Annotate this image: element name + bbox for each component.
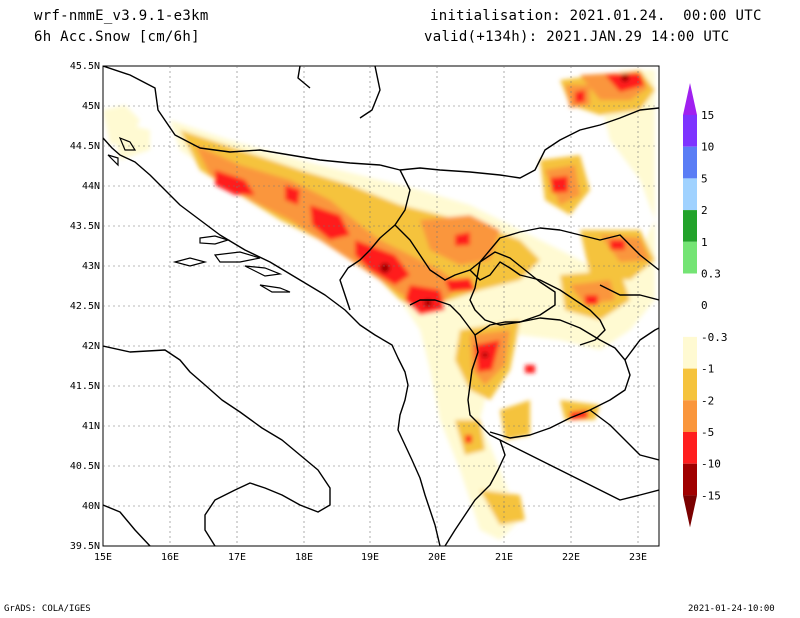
lat-label: 45N [82,101,100,112]
colorbar-swatch [683,463,697,496]
lon-label: 18E [295,552,313,563]
colorbar-label: 5 [701,172,708,185]
field-title: 6h Acc.Snow [cm/6h] [34,29,200,45]
lon-label: 20E [428,552,446,563]
colorbar-label: -5 [701,426,714,439]
colorbar-swatch [683,273,697,306]
colorbar-label: -10 [701,458,721,471]
colorbar-label: 2 [701,204,708,217]
snow-field [103,70,655,540]
lat-label: 40.5N [70,461,100,472]
lat-label: 44N [82,181,100,192]
colorbar-label: -1 [701,363,714,376]
colorbar-label: 0 [701,299,708,312]
colorbar-swatch [683,146,697,179]
valid-time: valid(+134h): 2021.JAN.29 14:00 UTC [424,29,730,45]
lon-label: 23E [629,552,647,563]
footer-left: GrADS: COLA/IGES [4,604,91,614]
graticule [103,66,659,546]
lat-label: 44.5N [70,141,100,152]
colorbar-label: -2 [701,394,714,407]
lat-axis-labels: 45.5N 45N 44.5N 44N 43.5N 43N 42.5N 42N … [70,61,100,552]
lat-label: 42.5N [70,301,100,312]
lat-label: 41.5N [70,381,100,392]
colorbar-swatch [683,178,697,211]
lon-label: 21E [495,552,513,563]
lat-label: 39.5N [70,541,100,552]
coastlines-borders [103,66,659,546]
footer-right: 2021-01-24-10:00 [688,604,775,614]
lat-label: 42N [82,341,100,352]
colorbar-bottom-arrow [683,495,697,528]
colorbar: 15 10 5 2 1 0.3 0 -0.3 -1 -2 -5 -10 -15 [683,83,728,528]
lon-label: 17E [228,552,246,563]
colorbar-label: -0.3 [701,331,728,344]
colorbar-top-arrow [683,83,697,115]
lon-label: 22E [562,552,580,563]
lat-label: 43.5N [70,221,100,232]
lat-label: 40N [82,501,100,512]
colorbar-swatch [683,400,697,432]
colorbar-label: 15 [701,109,714,122]
colorbar-swatch [683,336,697,369]
colorbar-swatch [683,115,697,147]
islands [107,136,291,293]
colorbar-swatch [683,305,697,337]
colorbar-label: -15 [701,489,721,502]
colorbar-label: 0.3 [701,268,721,281]
lon-label: 16E [161,552,179,563]
model-title: wrf-nmmE_v3.9.1-e3km [34,8,209,24]
init-time: initialisation: 2021.01.24. 00:00 UTC [430,8,762,24]
lat-label: 43N [82,261,100,272]
lon-label: 19E [361,552,379,563]
colorbar-swatch [683,210,697,242]
lat-label: 45.5N [70,61,100,72]
colorbar-swatch [683,432,697,464]
lon-label: 15E [94,552,112,563]
colorbar-label: 1 [701,236,708,249]
lat-label: 41N [82,421,100,432]
colorbar-swatch [683,241,697,274]
lon-axis-labels: 15E 16E 17E 18E 19E 20E 21E 22E 23E [94,552,647,563]
colorbar-swatch [683,368,697,401]
colorbar-label: 10 [701,141,714,154]
